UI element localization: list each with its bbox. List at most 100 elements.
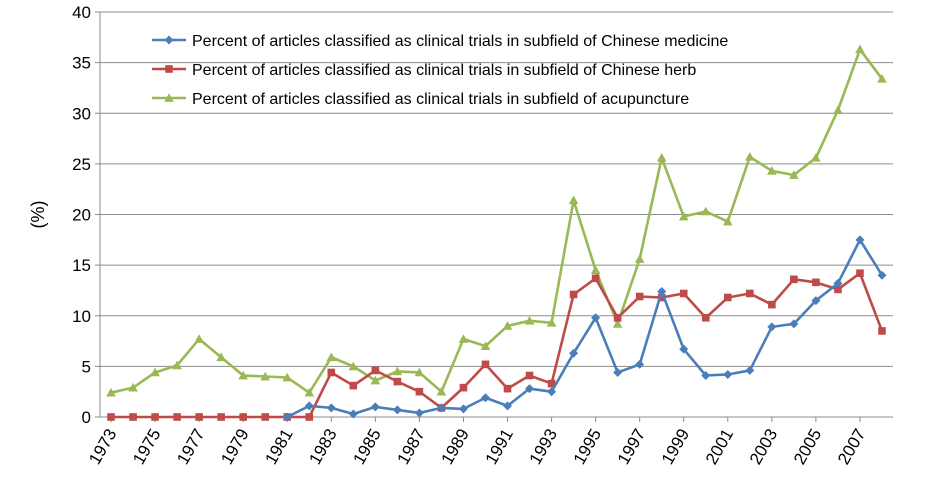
data-point (282, 412, 292, 422)
data-point (326, 352, 337, 362)
data-point (723, 369, 733, 379)
data-point (525, 384, 535, 394)
data-point (414, 367, 425, 377)
x-tick-label: 2005 (790, 426, 825, 468)
data-point (414, 408, 424, 418)
y-tick-label: 0 (82, 408, 91, 427)
data-point (547, 387, 557, 397)
x-tick-label: 1987 (393, 426, 428, 468)
data-point (678, 211, 689, 221)
data-point (855, 44, 865, 54)
data-point (305, 413, 314, 421)
y-tick-label: 10 (72, 307, 91, 326)
data-point (106, 387, 116, 397)
data-point (722, 216, 733, 226)
x-tick-label: 2007 (834, 426, 869, 468)
data-point (172, 360, 182, 370)
data-point (459, 383, 468, 392)
x-tick-label: 1983 (305, 426, 340, 468)
data-point (326, 403, 336, 413)
data-point (833, 278, 843, 288)
data-point (216, 352, 226, 362)
y-tick-label: 35 (72, 54, 91, 73)
data-point (393, 377, 402, 386)
data-point (480, 393, 490, 403)
x-tick-label: 1985 (349, 426, 384, 468)
data-point (790, 275, 798, 284)
x-tick-label: 2003 (746, 426, 781, 468)
y-tick-label: 30 (72, 104, 91, 123)
data-point (569, 290, 578, 299)
x-tick-label: 1993 (526, 426, 561, 468)
legend-item: Percent of articles classified as clinic… (152, 33, 728, 50)
y-tick-label: 15 (72, 256, 91, 275)
x-tick-label: 1977 (173, 426, 208, 468)
y-tick-label: 20 (72, 206, 91, 225)
data-point (635, 292, 644, 301)
y-tick-label: 25 (72, 155, 91, 174)
data-point (371, 366, 380, 375)
data-point (436, 403, 446, 413)
data-point (348, 409, 358, 419)
y-tick-labels: 0 5 10 15 20 25 30 35 40 (72, 3, 91, 427)
x-tick-label: 1973 (85, 426, 120, 468)
data-point (107, 413, 115, 421)
x-tick-label: 1981 (261, 426, 296, 468)
data-point (700, 206, 711, 216)
data-point (150, 367, 160, 377)
data-point (304, 387, 315, 397)
y-axis-label: (%) (28, 201, 48, 229)
y-tick-label: 5 (82, 357, 91, 376)
data-point (568, 195, 579, 205)
data-point (370, 375, 381, 385)
data-point (746, 289, 754, 298)
data-point (723, 293, 732, 302)
data-point (833, 105, 843, 115)
data-point (129, 413, 137, 421)
data-point (679, 344, 689, 354)
data-point (217, 413, 225, 421)
x-tick-label: 1991 (482, 426, 517, 468)
data-point (811, 296, 821, 306)
data-point (657, 286, 667, 296)
legend-label: Percent of articles classified as clinic… (192, 62, 696, 79)
data-point (349, 381, 358, 390)
data-point (546, 318, 557, 327)
data-point (370, 402, 380, 412)
data-point (480, 341, 491, 350)
legend-swatch-marker (164, 35, 174, 45)
data-point (745, 151, 755, 161)
data-point (524, 316, 535, 325)
series-0 (282, 235, 887, 422)
data-point (458, 404, 468, 414)
data-point (768, 300, 776, 309)
data-point (811, 153, 821, 162)
data-point (173, 413, 181, 421)
data-point (701, 313, 710, 322)
x-tick-label: 1989 (438, 426, 473, 468)
data-point (834, 285, 842, 294)
data-point (525, 371, 534, 380)
data-point (194, 334, 204, 343)
data-point (877, 74, 887, 83)
data-point (635, 359, 645, 369)
data-point (767, 166, 777, 175)
data-point (503, 401, 513, 411)
legend-swatch-marker (164, 93, 174, 102)
legend-item: Percent of articles classified as clinic… (152, 62, 696, 79)
x-tick-label: 1999 (658, 426, 693, 468)
legend-label: Percent of articles classified as clinic… (192, 33, 728, 50)
x-tick-labels: 1973 1975 1977 1979 1981 1983 1985 1987 1989 1991… (85, 417, 869, 468)
data-point (261, 413, 270, 421)
data-point (613, 313, 622, 322)
series-1 (107, 269, 886, 421)
legend-swatch-marker (165, 65, 173, 73)
legend-item: Percent of articles classified as clinic… (152, 91, 689, 108)
data-point (590, 265, 601, 275)
data-point (569, 348, 579, 358)
data-point (789, 319, 799, 329)
data-point (502, 321, 513, 330)
data-point (348, 361, 359, 371)
x-tick-label: 1997 (614, 426, 649, 468)
series-group (106, 44, 887, 422)
